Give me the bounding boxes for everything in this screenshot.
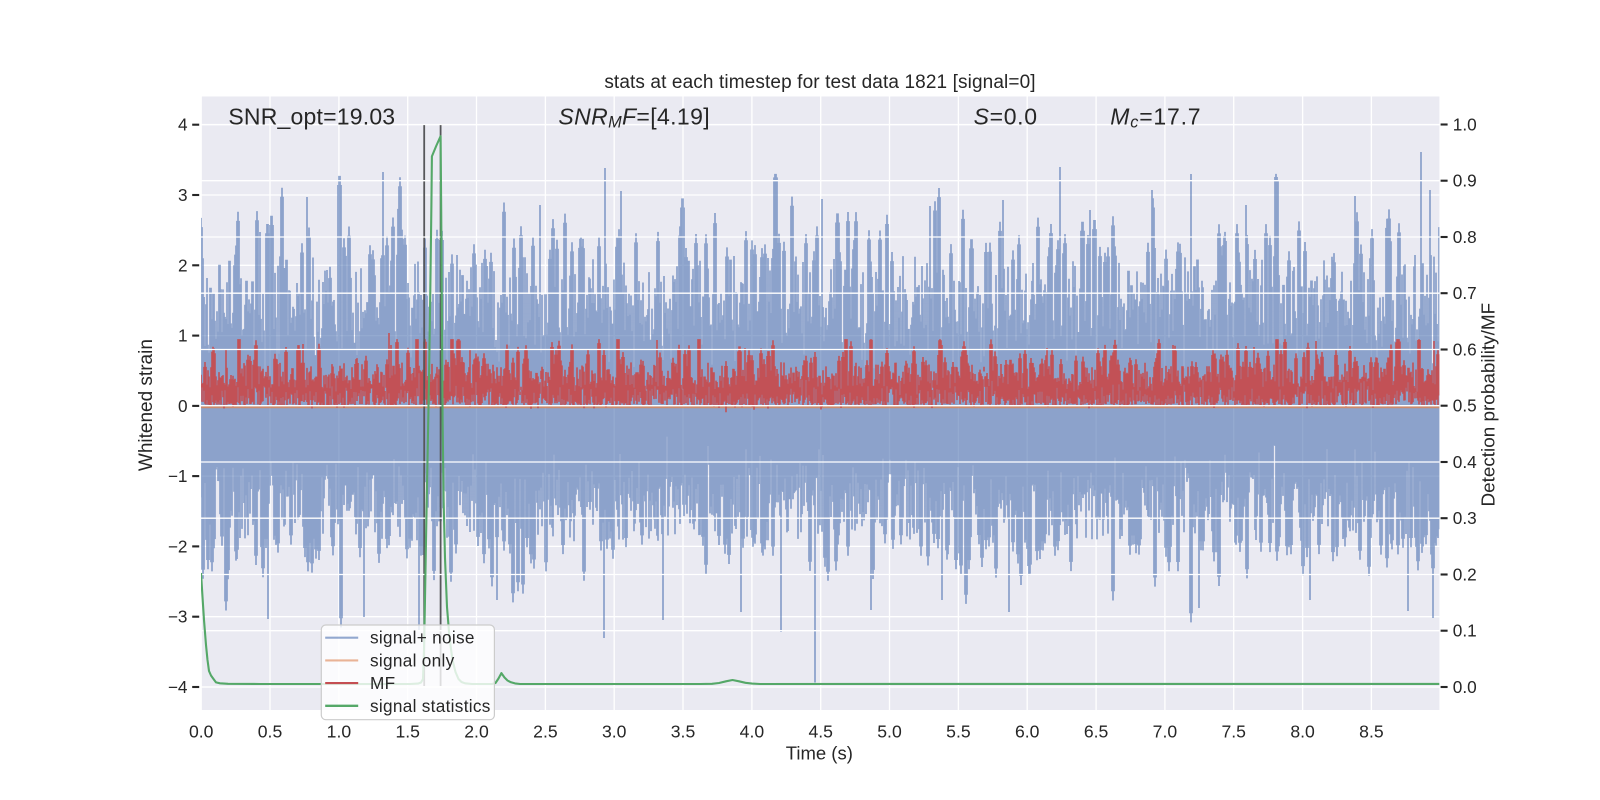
- svg-text:0.3: 0.3: [1453, 508, 1477, 528]
- svg-text:6.5: 6.5: [1084, 721, 1109, 741]
- svg-text:SNR_opt=19.03: SNR_opt=19.03: [228, 103, 395, 129]
- svg-text:8.5: 8.5: [1359, 721, 1384, 741]
- svg-text:2.0: 2.0: [464, 721, 489, 741]
- svg-text:stats at each timestep for tes: stats at each timestep for test data 182…: [604, 72, 1035, 93]
- svg-text:4.0: 4.0: [740, 721, 765, 741]
- svg-text:1: 1: [178, 326, 188, 346]
- svg-text:0.5: 0.5: [258, 721, 283, 741]
- svg-text:0.7: 0.7: [1453, 283, 1477, 303]
- svg-text:0.8: 0.8: [1453, 227, 1477, 247]
- svg-text:signal+ noise: signal+ noise: [370, 628, 475, 648]
- svg-text:8.0: 8.0: [1290, 721, 1315, 741]
- svg-text:MF: MF: [370, 673, 395, 693]
- svg-text:4.5: 4.5: [808, 721, 833, 741]
- svg-text:−4: −4: [168, 677, 188, 697]
- svg-text:4: 4: [178, 115, 188, 135]
- svg-text:7.5: 7.5: [1221, 721, 1246, 741]
- svg-text:Whitened strain: Whitened strain: [136, 339, 157, 471]
- svg-text:Detection probability/MF: Detection probability/MF: [1479, 303, 1500, 507]
- svg-text:6.0: 6.0: [1015, 721, 1040, 741]
- svg-text:5.5: 5.5: [946, 721, 971, 741]
- svg-text:−2: −2: [168, 536, 188, 556]
- svg-text:signal only: signal only: [370, 650, 455, 670]
- svg-text:0: 0: [178, 396, 188, 416]
- svg-text:0.2: 0.2: [1453, 565, 1477, 585]
- svg-text:SNRMF=[4.19]: SNRMF=[4.19]: [558, 103, 710, 131]
- svg-text:−3: −3: [168, 607, 188, 627]
- svg-text:−1: −1: [168, 466, 188, 486]
- svg-text:0.1: 0.1: [1453, 621, 1477, 641]
- svg-text:3.5: 3.5: [671, 721, 696, 741]
- svg-text:1.0: 1.0: [1453, 115, 1477, 135]
- svg-text:3: 3: [178, 185, 188, 205]
- svg-text:0.0: 0.0: [1453, 677, 1477, 697]
- svg-text:signal statistics: signal statistics: [370, 696, 491, 716]
- svg-text:Time (s): Time (s): [786, 743, 853, 764]
- svg-text:0.6: 0.6: [1453, 340, 1477, 360]
- svg-text:0.9: 0.9: [1453, 171, 1477, 191]
- svg-text:1.5: 1.5: [395, 721, 420, 741]
- svg-text:2.5: 2.5: [533, 721, 558, 741]
- svg-text:0.0: 0.0: [189, 721, 214, 741]
- svg-text:5.0: 5.0: [877, 721, 902, 741]
- svg-text:1.0: 1.0: [327, 721, 352, 741]
- svg-text:7.0: 7.0: [1153, 721, 1178, 741]
- svg-text:3.0: 3.0: [602, 721, 627, 741]
- svg-text:0.5: 0.5: [1453, 396, 1477, 416]
- svg-text:0.4: 0.4: [1453, 452, 1477, 472]
- svg-text:Mc=17.7: Mc=17.7: [1110, 103, 1201, 131]
- svg-text:S=0.0: S=0.0: [974, 103, 1038, 129]
- svg-text:2: 2: [178, 255, 188, 275]
